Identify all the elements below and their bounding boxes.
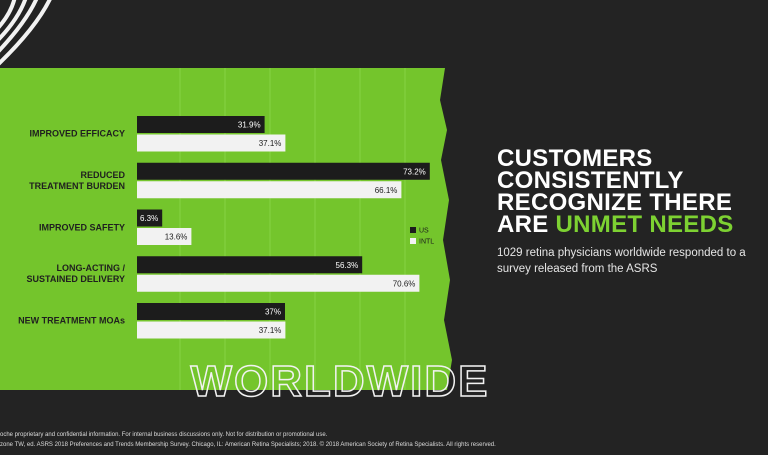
headline: CUSTOMERS CONSISTENTLY RECOGNIZE THERE A… bbox=[497, 145, 759, 238]
decor-stripes bbox=[0, 0, 52, 66]
headline-highlight: UNMET NEEDS bbox=[555, 211, 734, 238]
subtitle: 1029 retina physicians worldwide respond… bbox=[497, 247, 746, 275]
value-label: 73.2% bbox=[403, 167, 426, 176]
value-label: 37.1% bbox=[259, 139, 282, 148]
footer-line: oche proprietary and confidential inform… bbox=[0, 432, 328, 438]
bar bbox=[137, 116, 265, 133]
bar bbox=[137, 321, 286, 339]
footer-line: zone TW, ed. ASRS 2018 Preferences and T… bbox=[0, 442, 496, 448]
bar bbox=[137, 228, 192, 245]
bar bbox=[137, 181, 402, 199]
panel bbox=[0, 68, 452, 390]
value-label: 66.1% bbox=[375, 186, 398, 195]
bar bbox=[137, 256, 363, 274]
category-label: IMPROVED SAFETY bbox=[38, 222, 125, 232]
value-label: 6.3% bbox=[140, 214, 158, 223]
category-label: LONG-ACTING / SUSTAINED DELIVERY bbox=[26, 263, 125, 285]
bar bbox=[137, 134, 286, 152]
category-label: REDUCED TREATMENT BURDEN bbox=[29, 169, 125, 191]
legend-label: INTL bbox=[419, 239, 434, 246]
legend-swatch bbox=[410, 227, 416, 233]
category-label: IMPROVED EFFICACY bbox=[29, 128, 125, 139]
value-label: 70.6% bbox=[393, 279, 416, 288]
bar bbox=[137, 209, 163, 227]
headline-text: CUSTOMERS CONSISTENTLY RECOGNIZE THERE A… bbox=[497, 145, 733, 238]
value-label: 37% bbox=[265, 308, 281, 317]
category-label: NEW TREATMENT MOAs bbox=[18, 315, 125, 326]
bar bbox=[137, 274, 420, 292]
value-label: 31.9% bbox=[238, 121, 261, 130]
legend-label: US bbox=[419, 228, 429, 235]
value-label: 37.1% bbox=[259, 326, 282, 335]
watermark: WORLDWIDE bbox=[190, 357, 489, 406]
bar bbox=[137, 303, 285, 320]
legend-swatch bbox=[410, 238, 416, 244]
bar bbox=[137, 162, 430, 180]
value-label: 13.6% bbox=[165, 233, 188, 242]
value-label: 56.3% bbox=[336, 261, 359, 270]
